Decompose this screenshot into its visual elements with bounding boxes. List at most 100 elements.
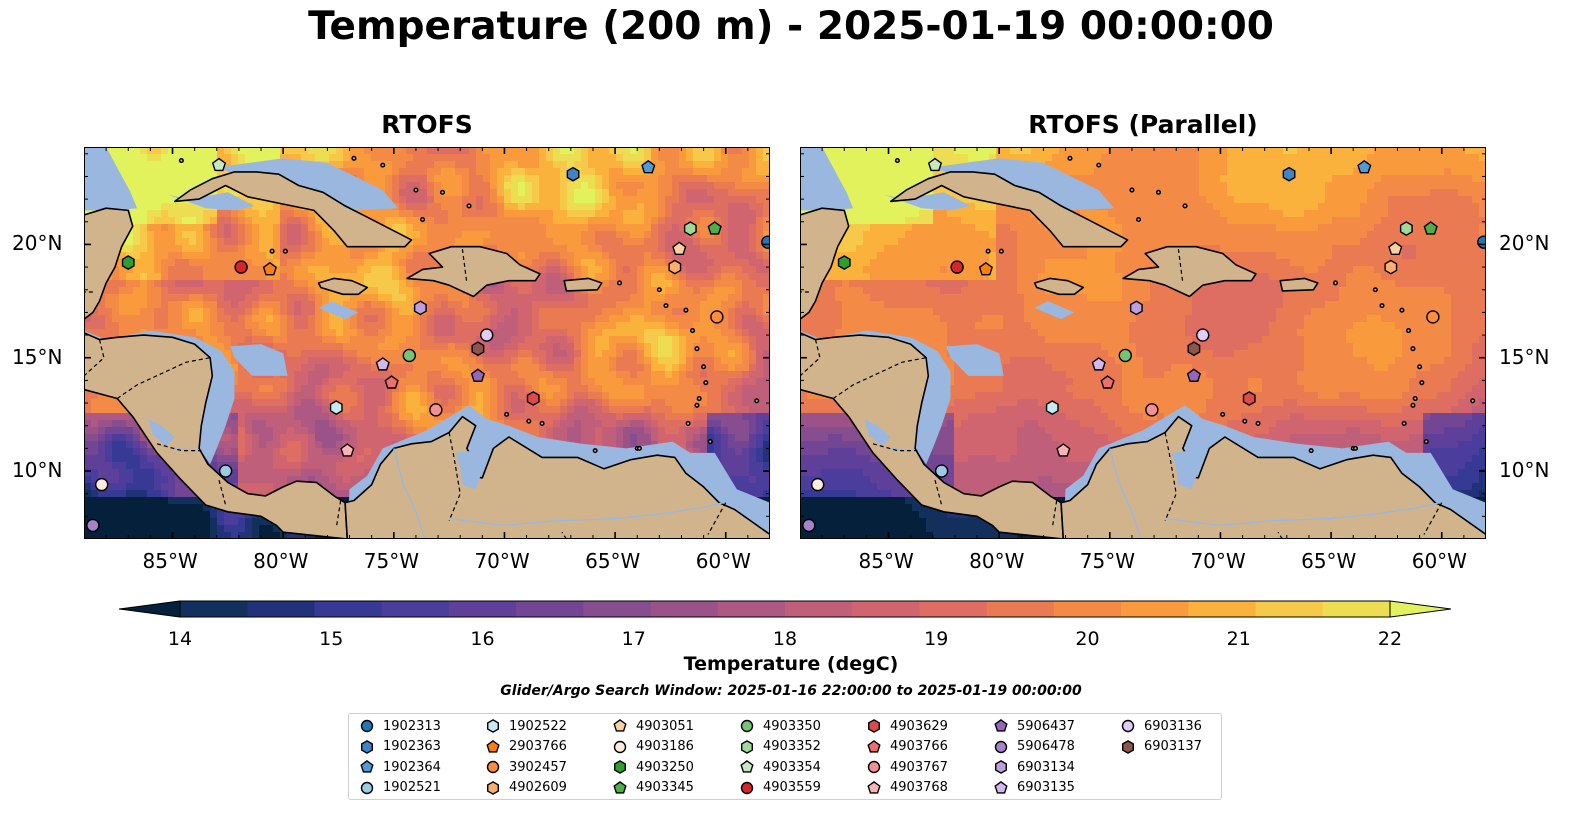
- float-6903135-rtofs[interactable]: [375, 357, 390, 371]
- legend-marker-1902522[interactable]: [487, 719, 499, 733]
- float-6903137-parallel[interactable]: [1187, 341, 1201, 357]
- float-4903051-rtofs[interactable]: [672, 241, 687, 255]
- float-6903134-rtofs[interactable]: [413, 300, 427, 316]
- float-1902521-parallel[interactable]: [934, 464, 949, 478]
- legend-item-4902609: 4902609: [485, 778, 567, 798]
- float-4903345-rtofs[interactable]: [707, 221, 722, 235]
- legend-marker-4903559[interactable]: [740, 781, 754, 794]
- legend-marker-4903186[interactable]: [613, 740, 627, 753]
- legend-marker-4903354[interactable]: [740, 760, 754, 773]
- map-panel-rtofs[interactable]: [84, 147, 770, 539]
- legend-marker-6903136[interactable]: [1121, 719, 1135, 733]
- float-4903051-parallel[interactable]: [1388, 241, 1403, 255]
- legend-label: 5906437: [1017, 718, 1075, 734]
- x-tick-label: 75°W: [363, 549, 420, 573]
- x-tick-label: 70°W: [1190, 549, 1246, 573]
- legend-marker-1902364[interactable]: [360, 760, 374, 773]
- legend-marker-3902457[interactable]: [486, 760, 500, 774]
- float-4903559-rtofs[interactable]: [234, 260, 248, 274]
- legend-marker-1902521[interactable]: [360, 781, 374, 794]
- hexagon-marker-icon: [361, 739, 373, 754]
- float-1902313-rtofs[interactable]: [761, 235, 770, 249]
- legend-marker-2903766[interactable]: [486, 739, 500, 753]
- float-4903354-rtofs[interactable]: [211, 157, 227, 172]
- float-1902522-parallel[interactable]: [1045, 400, 1059, 415]
- float-4902609-parallel[interactable]: [1384, 259, 1398, 275]
- float-4903767-parallel[interactable]: [1145, 403, 1159, 417]
- float-4902609-rtofs[interactable]: [668, 259, 682, 275]
- float-4903352-parallel[interactable]: [1399, 221, 1413, 236]
- legend-marker-1902363[interactable]: [361, 739, 373, 754]
- float-3902457-parallel[interactable]: [1426, 310, 1440, 324]
- legend-marker-4903766[interactable]: [867, 739, 881, 753]
- float-2903766-parallel[interactable]: [978, 261, 993, 276]
- float-4903766-rtofs[interactable]: [384, 375, 399, 389]
- float-5906478-parallel[interactable]: [802, 518, 816, 533]
- colorbar-swatch: [1053, 601, 1122, 617]
- legend-marker-4903345[interactable]: [613, 780, 627, 794]
- float-1902364-parallel[interactable]: [1357, 159, 1372, 174]
- legend-marker-6903137[interactable]: [1122, 739, 1134, 754]
- pentagon-marker-icon: [740, 760, 754, 773]
- legend-marker-4903350[interactable]: [740, 719, 754, 733]
- float-5906478-rtofs[interactable]: [86, 518, 100, 533]
- float-4903766-parallel[interactable]: [1100, 375, 1115, 389]
- float-5906437-rtofs[interactable]: [470, 368, 485, 382]
- float-4903767-rtofs[interactable]: [429, 403, 443, 417]
- legend-marker-4903768[interactable]: [867, 780, 881, 794]
- float-4903768-parallel[interactable]: [1056, 443, 1071, 457]
- legend-marker-6903135[interactable]: [994, 780, 1008, 794]
- float-4903629-parallel[interactable]: [1242, 391, 1256, 406]
- legend-marker-4902609[interactable]: [487, 780, 499, 795]
- float-1902522-rtofs[interactable]: [329, 400, 343, 415]
- land-southAm: [344, 415, 770, 539]
- float-6903134-parallel[interactable]: [1129, 300, 1143, 316]
- legend-label: 4903350: [763, 718, 821, 734]
- float-6903136-rtofs[interactable]: [480, 328, 494, 342]
- float-6903136-parallel[interactable]: [1196, 328, 1210, 342]
- float-4903250-rtofs[interactable]: [121, 255, 135, 270]
- float-1902363-parallel[interactable]: [1282, 166, 1296, 182]
- float-4903352-rtofs[interactable]: [683, 221, 697, 236]
- legend-marker-4903352[interactable]: [741, 739, 753, 754]
- float-4903629-rtofs[interactable]: [526, 391, 540, 406]
- legend-label: 4903345: [636, 780, 694, 795]
- float-4903354-parallel[interactable]: [927, 157, 943, 172]
- float-1902363-rtofs[interactable]: [566, 166, 580, 182]
- float-4903250-parallel[interactable]: [837, 255, 851, 270]
- float-5906437-parallel[interactable]: [1186, 368, 1201, 382]
- colorbar-swatch: [919, 601, 988, 617]
- colorbar-swatch: [1188, 601, 1257, 617]
- float-6903135-parallel[interactable]: [1091, 357, 1106, 371]
- float-3902457-rtofs[interactable]: [710, 310, 724, 324]
- y-tick-label-left: 20°N: [12, 231, 63, 256]
- legend-marker-4903250[interactable]: [614, 760, 626, 774]
- legend-marker-4903767[interactable]: [867, 760, 881, 774]
- legend-marker-4903629[interactable]: [868, 719, 880, 733]
- x-tick-label: 60°W: [1411, 549, 1467, 573]
- legend-marker-1902313[interactable]: [360, 719, 374, 733]
- float-4903345-parallel[interactable]: [1423, 221, 1438, 235]
- float-4903186-parallel[interactable]: [811, 477, 825, 492]
- map-panel-rtofs-parallel[interactable]: [800, 147, 1486, 539]
- float-6903137-rtofs[interactable]: [471, 341, 485, 357]
- float-4903350-rtofs[interactable]: [402, 348, 416, 363]
- float-1902364-rtofs[interactable]: [641, 159, 656, 174]
- float-1902313-parallel[interactable]: [1477, 235, 1486, 249]
- colorbar-tick-label: 20: [1075, 628, 1100, 650]
- legend-label: 1902363: [383, 739, 441, 754]
- float-4903186-rtofs[interactable]: [95, 477, 109, 492]
- legend-marker-6903134[interactable]: [995, 760, 1007, 774]
- float-1902521-rtofs[interactable]: [218, 464, 233, 478]
- x-tick-label: 60°W: [695, 549, 751, 573]
- rivers-rtofs: [174, 447, 724, 539]
- float-4903350-parallel[interactable]: [1118, 348, 1132, 363]
- float-2903766-rtofs[interactable]: [262, 261, 277, 276]
- legend-marker-5906478[interactable]: [994, 740, 1008, 753]
- float-4903768-rtofs[interactable]: [340, 443, 355, 457]
- legend-label: 4903186: [636, 739, 694, 754]
- legend-marker-4903051[interactable]: [613, 719, 627, 732]
- legend-item-6903134: 6903134: [993, 757, 1075, 777]
- legend-marker-5906437[interactable]: [994, 719, 1008, 732]
- float-4903559-parallel[interactable]: [950, 260, 964, 274]
